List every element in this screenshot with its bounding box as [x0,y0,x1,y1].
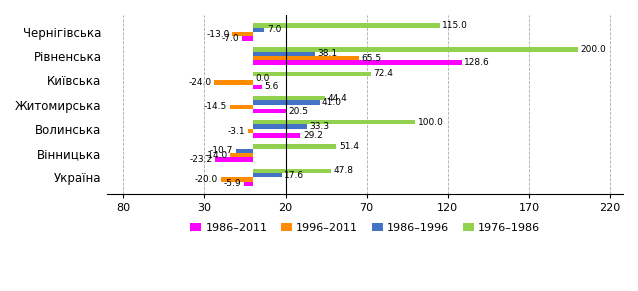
Text: -10.7: -10.7 [210,146,234,155]
Text: 33.3: 33.3 [309,122,330,131]
Bar [253,133,300,138]
Text: 44.4: 44.4 [327,93,347,102]
Bar [253,47,577,52]
Text: 72.4: 72.4 [373,69,393,78]
Text: 115.0: 115.0 [442,21,468,30]
Bar [253,61,462,65]
Bar [230,153,253,157]
Bar [221,177,253,182]
Text: -23.2: -23.2 [190,155,213,164]
Text: -5.9: -5.9 [223,179,241,188]
Bar [253,23,440,28]
Text: -7.0: -7.0 [221,34,239,43]
Bar [216,157,253,162]
Text: 5.6: 5.6 [265,82,279,91]
Bar [244,182,253,186]
Bar [242,36,253,41]
Text: 47.8: 47.8 [333,166,353,175]
Text: -3.1: -3.1 [228,127,246,136]
Text: 17.6: 17.6 [284,171,304,180]
Bar [253,28,264,32]
Bar [253,100,320,104]
Bar [253,72,371,76]
Bar [253,168,330,173]
Text: -20.0: -20.0 [195,175,218,184]
Bar [253,109,286,113]
Text: 0.0: 0.0 [255,74,270,83]
Text: 29.2: 29.2 [303,131,323,140]
Text: -14.0: -14.0 [205,151,228,160]
Bar [253,173,281,177]
Text: 200.0: 200.0 [580,45,605,54]
Bar [230,104,253,109]
Bar [253,125,307,129]
Text: 41.0: 41.0 [322,98,342,107]
Text: 20.5: 20.5 [289,107,309,116]
Bar [235,149,253,153]
Bar [232,32,253,36]
Text: 51.4: 51.4 [339,142,359,151]
Bar [214,80,253,85]
Bar [253,56,359,61]
Text: 100.0: 100.0 [418,118,443,127]
Text: -24.0: -24.0 [189,78,212,87]
Bar [253,52,315,56]
Text: 38.1: 38.1 [317,49,338,58]
Text: 7.0: 7.0 [267,25,281,34]
Bar [253,85,262,89]
Text: -14.5: -14.5 [204,102,227,111]
Text: 65.5: 65.5 [362,54,382,63]
Bar [253,144,336,149]
Text: 128.6: 128.6 [464,58,490,67]
Legend: 1986–2011, 1996–2011, 1986–1996, 1976–1986: 1986–2011, 1996–2011, 1986–1996, 1976–19… [188,221,542,235]
Bar [253,120,415,125]
Bar [248,129,253,133]
Bar [253,96,325,100]
Text: -13.0: -13.0 [206,30,230,38]
